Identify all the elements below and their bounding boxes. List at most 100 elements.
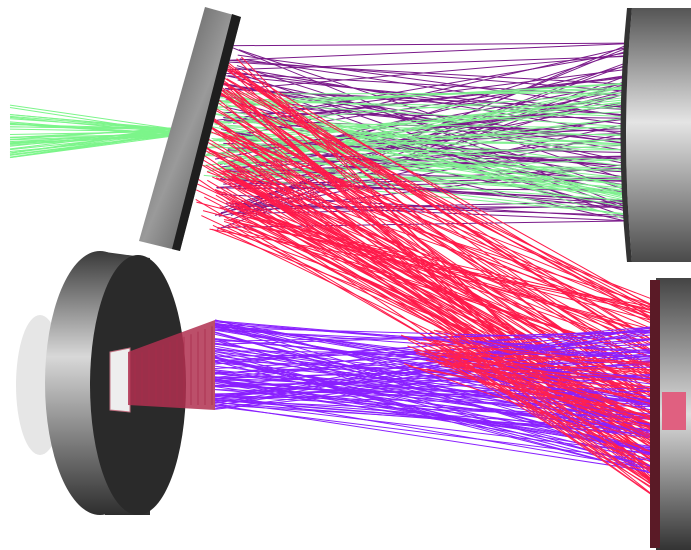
ray xyxy=(217,43,626,62)
ray xyxy=(9,104,176,130)
ray xyxy=(441,363,656,454)
ray xyxy=(403,363,656,454)
ray xyxy=(214,333,651,437)
ray xyxy=(204,55,656,309)
ray xyxy=(204,147,656,320)
ray xyxy=(9,114,176,130)
ray xyxy=(206,100,626,128)
ray xyxy=(206,83,656,371)
ray xyxy=(215,177,656,355)
ray xyxy=(240,215,656,312)
rays xyxy=(9,42,656,498)
ray xyxy=(214,404,651,472)
ray xyxy=(219,125,626,145)
ray xyxy=(448,336,656,488)
ray xyxy=(446,352,656,498)
ray xyxy=(221,171,626,201)
ray xyxy=(214,352,651,398)
ray xyxy=(222,176,626,178)
ray xyxy=(202,143,656,485)
ray xyxy=(200,105,626,187)
ray xyxy=(223,72,626,97)
ray xyxy=(426,368,656,422)
ray xyxy=(214,393,651,470)
fold-mirror-face xyxy=(172,14,241,251)
ray xyxy=(206,140,626,145)
ray xyxy=(432,357,656,374)
ray xyxy=(196,68,656,320)
ray xyxy=(214,92,626,125)
ray xyxy=(224,118,626,145)
ray xyxy=(453,345,656,472)
ray xyxy=(214,327,651,340)
ray xyxy=(199,126,656,316)
ray xyxy=(214,348,651,406)
ray xyxy=(214,370,651,431)
ray xyxy=(215,55,626,92)
ray xyxy=(9,133,176,145)
ray xyxy=(9,107,176,134)
ray xyxy=(440,349,656,406)
ray xyxy=(9,122,176,135)
ray xyxy=(429,343,656,415)
ray xyxy=(438,363,656,381)
ray xyxy=(202,210,656,331)
ray xyxy=(217,83,626,151)
ray xyxy=(214,405,651,461)
ray xyxy=(240,120,656,372)
ray xyxy=(218,102,656,400)
ray xyxy=(218,133,626,217)
ray xyxy=(212,169,656,347)
ray xyxy=(241,69,656,321)
ray xyxy=(214,323,651,354)
ray xyxy=(457,333,656,473)
ray xyxy=(238,117,626,187)
ray xyxy=(218,146,626,195)
ray xyxy=(9,116,176,134)
ray xyxy=(214,373,651,420)
ray xyxy=(239,152,656,331)
ray xyxy=(228,205,656,335)
primary-mirror-edge xyxy=(620,8,632,262)
ray xyxy=(422,337,656,441)
ray xyxy=(426,349,656,490)
ray xyxy=(444,355,656,415)
ray xyxy=(227,87,656,485)
ray xyxy=(214,320,651,358)
detector-edge xyxy=(650,280,660,548)
ray xyxy=(227,211,656,336)
detector xyxy=(662,392,686,430)
ray xyxy=(214,359,651,438)
ray xyxy=(433,340,656,406)
ray xyxy=(222,42,626,47)
ray xyxy=(9,118,176,131)
ray xyxy=(218,226,656,386)
ray xyxy=(216,108,656,375)
ray xyxy=(9,131,176,159)
primary-mirror xyxy=(626,8,691,262)
ray xyxy=(209,100,626,109)
ray xyxy=(219,65,626,165)
ray xyxy=(214,348,651,428)
ray xyxy=(447,357,656,443)
ray xyxy=(214,189,656,370)
ray xyxy=(222,111,626,201)
ray xyxy=(429,331,656,426)
ray xyxy=(214,329,651,362)
ray xyxy=(214,395,651,408)
ray xyxy=(214,356,651,474)
ray xyxy=(421,352,656,432)
ray xyxy=(214,401,651,454)
ray xyxy=(214,372,651,406)
ray xyxy=(434,344,656,488)
ray xyxy=(217,162,626,169)
ray xyxy=(214,376,651,433)
lens-hole xyxy=(109,347,131,413)
cone xyxy=(128,320,215,410)
ray xyxy=(407,338,656,473)
ray xyxy=(435,354,656,363)
ray xyxy=(215,55,626,71)
ray xyxy=(214,356,651,467)
